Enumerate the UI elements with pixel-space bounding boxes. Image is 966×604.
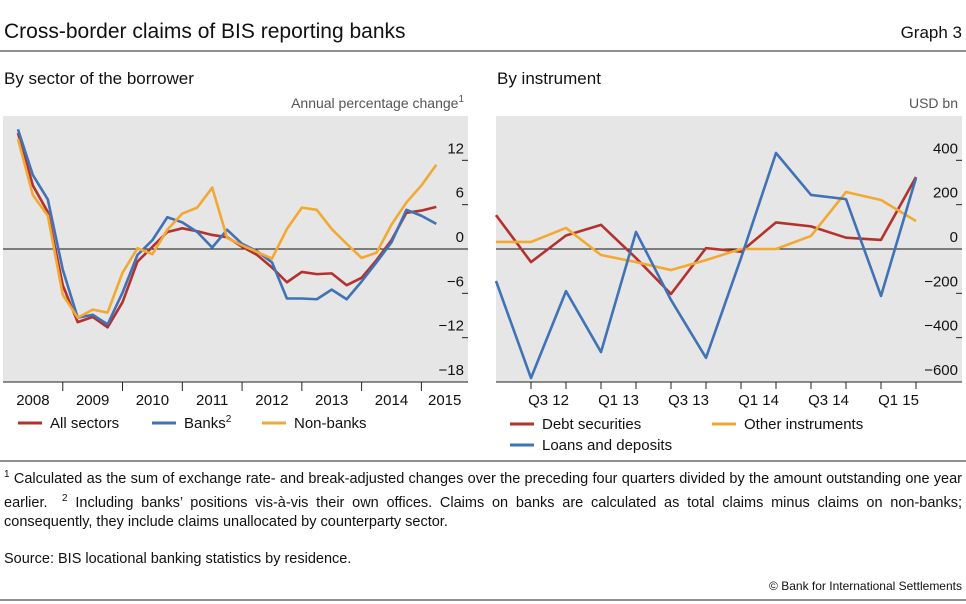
unit-label: USD bn [909,95,958,111]
legend-text: Debt securities [542,416,641,433]
panel-title: By sector of the borrower [4,69,194,88]
x-tick-label: 2009 [76,392,109,409]
series-line [16,138,438,320]
footnote-marker: 1 [4,469,10,480]
x-tick-label: Q1 15 [878,392,919,409]
x-tick-label: Q3 14 [808,392,849,409]
y-tick-label: 200 [933,185,958,202]
y-tick-label: 0 [456,229,464,246]
series-line [494,151,918,380]
unit-label: Annual percentage change1 [291,94,464,111]
series-line [496,190,917,272]
y-tick-label: 0 [950,229,958,246]
legend-text: Loans and deposits [542,437,672,454]
x-tick-label: 2015 [428,392,461,409]
footnote-marker: 2 [62,492,68,504]
graph-label: Graph 3 [901,23,962,42]
legend-text: Other instruments [744,416,863,433]
x-tick-label: 2012 [255,392,288,409]
x-tick-label: 2014 [375,392,408,409]
y-tick-label: −6 [447,273,464,290]
x-tick-label: 2008 [16,392,49,409]
copyright: © Bank for International Settlements [769,579,962,593]
footnote-text: Calculated as the sum of exchange rate- … [4,470,962,511]
x-tick-label: 2011 [196,392,228,409]
legend-label: Other instruments [744,416,863,433]
legend-text: All sectors [50,415,119,432]
footnote: 1 Calculated as the sum of exchange rate… [4,469,962,511]
y-tick-label: 6 [456,185,464,202]
y-tick-label: 400 [933,140,958,157]
x-tick-label: Q1 13 [598,392,639,409]
footnote: 2 Including banks’ positions vis-à-vis t… [4,492,962,530]
unit-text: USD bn [909,95,958,111]
y-tick-label: 12 [447,140,464,157]
legend-label: Banks2 [184,414,232,432]
series-line [16,128,437,326]
legend-label: Loans and deposits [542,437,672,454]
x-tick-label: Q1 14 [738,392,779,409]
unit-text: Annual percentage change [291,95,459,111]
source: Source: BIS locational banking statistic… [4,551,351,567]
legend-label: Non-banks [294,415,367,432]
unit-superscript: 1 [458,94,464,105]
legend-text: Banks [184,415,226,432]
panel-title: By instrument [497,69,601,88]
x-tick-label: Q3 12 [528,392,569,409]
y-tick-label: −600 [924,362,958,379]
y-tick-label: −200 [924,273,958,290]
y-tick-label: −400 [924,318,958,335]
series-line [494,176,918,296]
x-tick-label: Q3 13 [668,392,709,409]
x-tick-label: 2010 [136,392,169,409]
footnote-text: Including banks’ positions vis-à-vis the… [4,494,962,530]
legend-label: All sectors [50,415,119,432]
footnotes: 1 Calculated as the sum of exchange rate… [4,465,962,532]
legend-superscript: 2 [226,414,232,425]
x-tick-label: 2013 [315,392,348,409]
legend-label: Debt securities [542,416,641,433]
figure-title: Cross-border claims of BIS reporting ban… [4,20,406,43]
y-tick-label: −18 [439,362,464,379]
legend-text: Non-banks [294,415,367,432]
y-tick-label: −12 [439,318,464,335]
